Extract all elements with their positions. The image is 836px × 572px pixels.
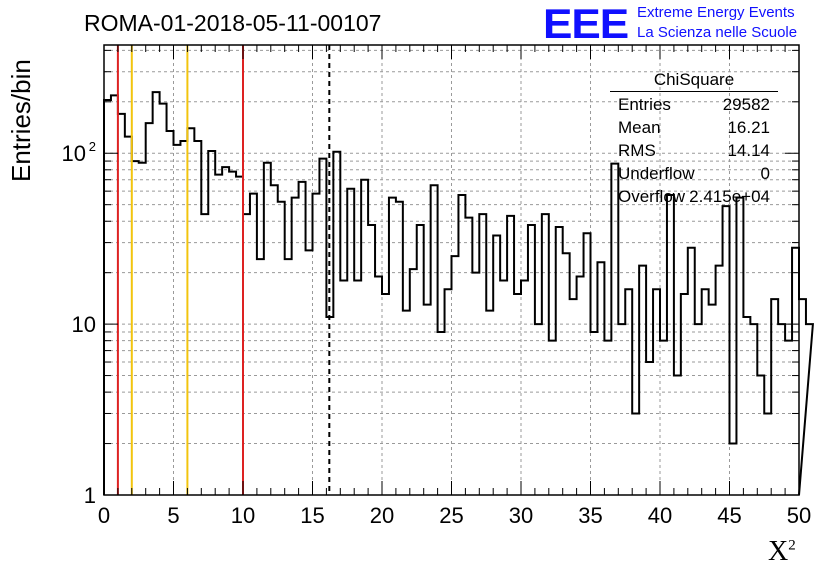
y-tick-label-exponent: 2 — [89, 139, 96, 154]
stats-value: 29582 — [722, 95, 770, 114]
stats-value: 0 — [760, 164, 770, 183]
stats-row-entries: Entries 29582 — [610, 93, 778, 116]
x-tick-label: 0 — [98, 503, 110, 528]
y-tick-label: 10 — [72, 312, 96, 337]
eee-logo: EEE — [543, 0, 629, 47]
stats-key: Mean — [618, 118, 661, 137]
stats-box: ChiSquare Entries 29582 Mean 16.21 RMS 1… — [610, 70, 778, 208]
x-axis-label-text: X — [768, 536, 789, 567]
stats-row-mean: Mean 16.21 — [610, 116, 778, 139]
stats-row-rms: RMS 14.14 — [610, 139, 778, 162]
x-tick-label: 35 — [578, 503, 602, 528]
x-tick-label: 30 — [509, 503, 533, 528]
x-tick-label: 40 — [648, 503, 672, 528]
stats-row-underflow: Underflow 0 — [610, 162, 778, 185]
stats-key: Underflow — [618, 164, 695, 183]
x-tick-label: 45 — [717, 503, 741, 528]
stats-title: ChiSquare — [610, 70, 778, 92]
histogram-outline — [103, 91, 814, 496]
stats-key: RMS — [618, 141, 656, 160]
x-axis-label-superscript: 2 — [788, 537, 796, 554]
x-tick-label: 25 — [439, 503, 463, 528]
x-tick-label: 50 — [787, 503, 811, 528]
logo-text-line2: La Scienza nelle Scuole — [637, 24, 798, 41]
x-axis-label: X2 — [768, 536, 796, 568]
stats-value: 14.14 — [727, 141, 770, 160]
y-tick-label: 10 — [62, 141, 86, 166]
x-tick-label: 20 — [370, 503, 394, 528]
stats-key: Overflow — [618, 187, 686, 206]
chart-title: ROMA-01-2018-05-11-00107 — [84, 10, 382, 36]
stats-value: 16.21 — [727, 118, 770, 137]
x-tick-label: 5 — [167, 503, 179, 528]
x-tick-label: 15 — [300, 503, 324, 528]
y-tick-label: 1 — [84, 483, 96, 508]
x-tick-label: 10 — [231, 503, 255, 528]
stats-value: 2.415e+04 — [689, 187, 770, 206]
logo-text-line1: Extreme Energy Events — [637, 4, 795, 21]
stats-row-overflow: Overflow 2.415e+04 — [610, 185, 778, 208]
stats-key: Entries — [618, 95, 671, 114]
